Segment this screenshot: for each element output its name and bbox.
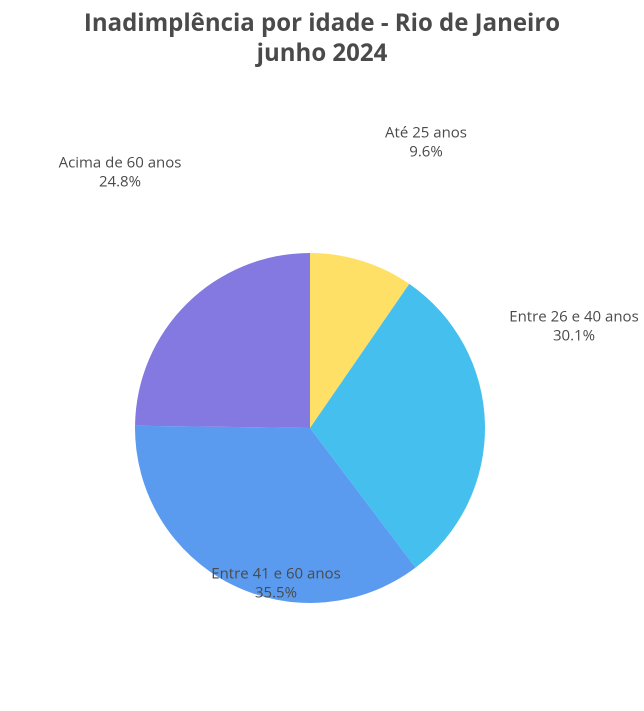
slice-label-name: Até 25 anos <box>385 123 467 142</box>
slice-label-name: Entre 41 e 60 anos <box>211 564 340 583</box>
chart-title-line1: Inadimplência por idade - Rio de Janeiro <box>0 8 644 38</box>
chart-title: Inadimplência por idade - Rio de Janeiro… <box>0 0 644 68</box>
slice-label-pct: 24.8% <box>59 172 182 191</box>
slice-label: Até 25 anos9.6% <box>385 123 467 161</box>
slice-label: Acima de 60 anos24.8% <box>59 153 182 191</box>
pie-chart: Inadimplência por idade - Rio de Janeiro… <box>0 0 644 643</box>
slice-label-pct: 9.6% <box>385 142 467 161</box>
slice-label: Entre 26 e 40 anos30.1% <box>509 307 638 345</box>
chart-title-line2: junho 2024 <box>0 38 644 68</box>
slice-label-pct: 35.5% <box>211 583 340 602</box>
slice-label: Entre 41 e 60 anos35.5% <box>211 564 340 602</box>
slice-label-name: Acima de 60 anos <box>59 153 182 172</box>
pie-slice <box>135 253 310 428</box>
slice-label-pct: 30.1% <box>509 326 638 345</box>
slice-label-name: Entre 26 e 40 anos <box>509 307 638 326</box>
